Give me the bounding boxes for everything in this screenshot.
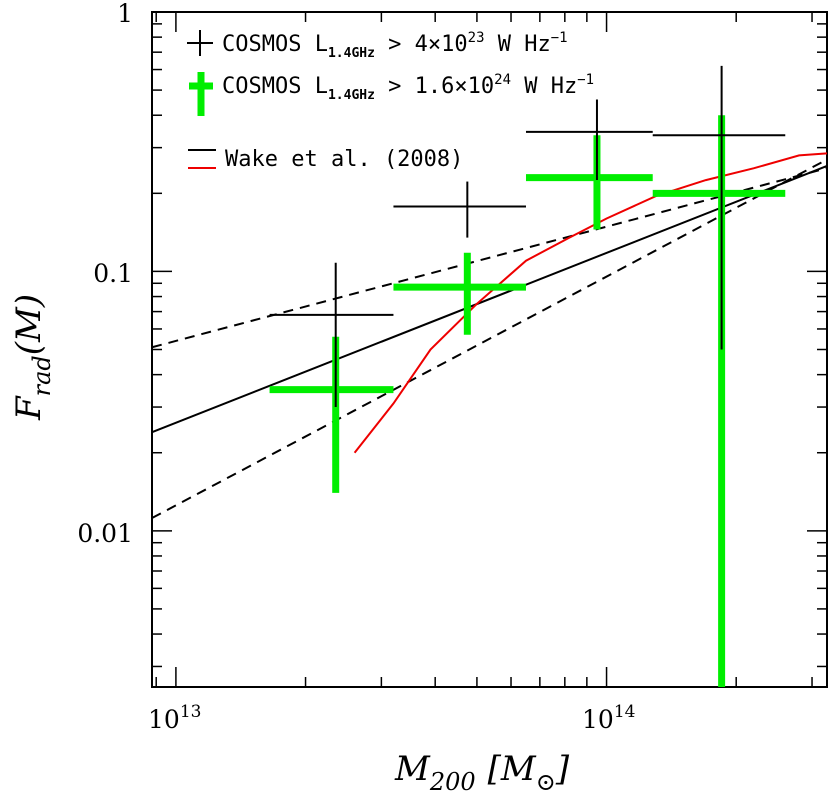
x-tick-exp: 13 bbox=[180, 702, 202, 722]
x-axis-label-sub: 200 bbox=[429, 768, 476, 794]
y-axis-label: Frad(M) bbox=[9, 294, 56, 421]
x-axis-label: M200 [M⊙] bbox=[394, 749, 570, 794]
legend-unit: W Hz bbox=[511, 74, 577, 99]
x-tick-label-1e13: 1013 bbox=[148, 702, 201, 734]
x-tick-base: 10 bbox=[148, 705, 180, 734]
x-tick-exp: 14 bbox=[614, 702, 636, 722]
legend-exp: 24 bbox=[494, 72, 511, 88]
data-point-s1-0 bbox=[269, 262, 394, 408]
legend-mid: > 1.6×10 bbox=[375, 74, 494, 99]
plot-frame bbox=[151, 11, 828, 688]
legend-label-series1: COSMOS L1.4GHz > 4×1023 W Hz−1 bbox=[222, 30, 568, 61]
data-point-s2-1 bbox=[393, 252, 526, 335]
ticks-layer bbox=[152, 11, 827, 687]
wake-layer bbox=[353, 152, 828, 454]
x-tick-base: 10 bbox=[582, 705, 614, 734]
legend: COSMOS L1.4GHz > 4×1023 W Hz−1 COSMOS L1… bbox=[187, 30, 594, 172]
fit-line-fit bbox=[151, 165, 828, 434]
x-axis-label-tail: [M bbox=[488, 749, 537, 789]
data-point-s2-3 bbox=[652, 115, 786, 687]
data-point-s1-3 bbox=[652, 65, 786, 350]
y-axis-label-main: F bbox=[9, 395, 49, 421]
series-layer bbox=[269, 65, 786, 687]
legend-unit: W Hz bbox=[485, 32, 551, 57]
fit-line-fit-lower bbox=[151, 158, 828, 519]
legend-unit-exp: −1 bbox=[551, 30, 568, 46]
x-tick-label-1e14: 1014 bbox=[582, 702, 635, 734]
legend-unit-exp: −1 bbox=[577, 72, 594, 88]
legend-prefix: COSMOS L bbox=[222, 74, 328, 99]
x-axis-label-sun: ⊙ bbox=[536, 768, 556, 794]
data-point-s1-2 bbox=[525, 99, 653, 181]
legend-sub: 1.4GHz bbox=[328, 46, 375, 61]
legend-prefix: COSMOS L bbox=[222, 32, 328, 57]
legend-sub: 1.4GHz bbox=[328, 88, 375, 103]
fits-layer bbox=[151, 158, 828, 519]
legend-label-series2: COSMOS L1.4GHz > 1.6×1024 W Hz−1 bbox=[222, 72, 594, 103]
x-axis-label-main: M bbox=[394, 749, 431, 789]
fit-line-fit-upper bbox=[151, 167, 828, 349]
data-point-s2-2 bbox=[525, 135, 653, 230]
y-axis-label-sub: rad bbox=[28, 355, 56, 396]
y-axis-label-tail: (M) bbox=[9, 294, 49, 355]
legend-label-wake: Wake et al. (2008) bbox=[225, 147, 463, 172]
y-tick-label-0.01: 0.01 bbox=[77, 519, 133, 548]
x-axis-label-close: ] bbox=[555, 749, 570, 789]
legend-marker-series1 bbox=[187, 30, 213, 56]
data-point-s2-0 bbox=[269, 336, 394, 493]
y-tick-label-1: 1 bbox=[117, 0, 133, 28]
data-point-s1-1 bbox=[393, 181, 526, 238]
legend-mid: > 4×10 bbox=[375, 32, 468, 57]
legend-marker-series2 bbox=[189, 72, 213, 116]
wake-curve bbox=[353, 152, 828, 454]
y-tick-label-0.1: 0.1 bbox=[93, 259, 133, 288]
legend-exp: 23 bbox=[468, 30, 485, 46]
